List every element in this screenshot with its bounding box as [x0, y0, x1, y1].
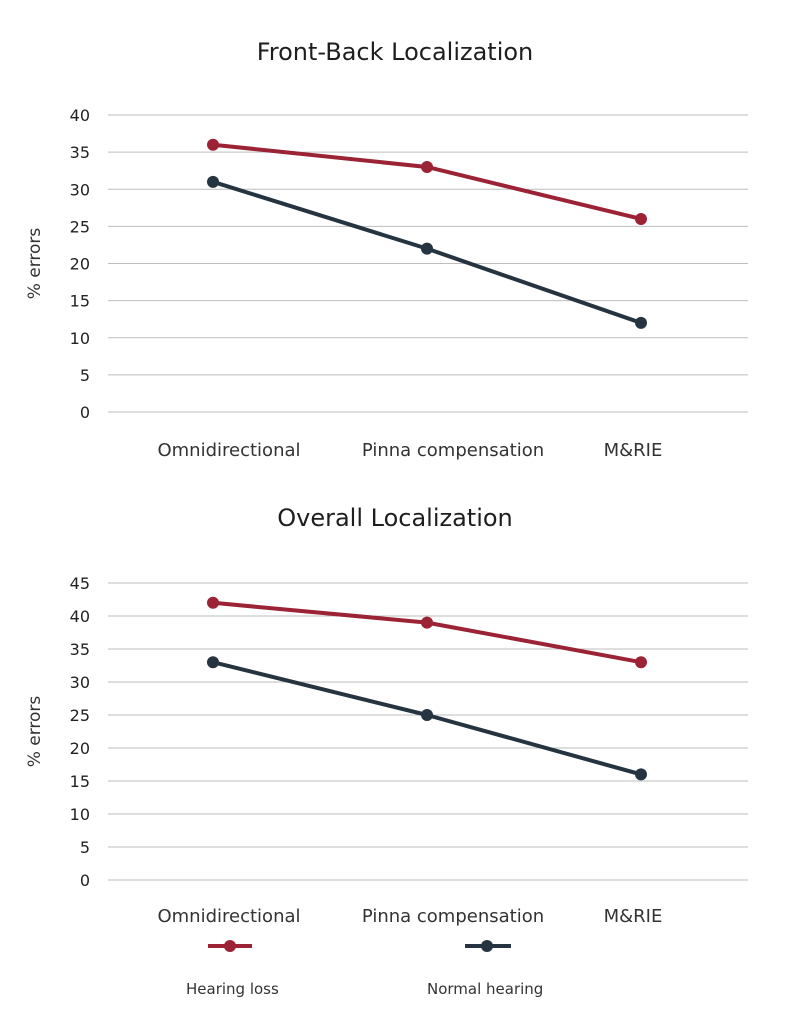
y-tick-label: 20 — [70, 739, 90, 758]
x-category-label: Omnidirectional — [157, 440, 300, 461]
data-point-hearing-loss — [421, 616, 433, 629]
y-tick-label: 25 — [70, 217, 90, 236]
x-category-label: Pinna compensation — [362, 906, 544, 927]
y-tick-label: 5 — [80, 366, 90, 385]
y-tick-label: 10 — [70, 805, 90, 824]
legend-marker-normal-hearing — [481, 940, 493, 952]
y-tick-label: 10 — [70, 329, 90, 348]
data-point-hearing-loss — [421, 160, 433, 173]
data-point-hearing-loss — [207, 596, 219, 609]
x-category-label: M&RIE — [604, 440, 663, 461]
legend-label-hearing-loss: Hearing loss — [186, 980, 279, 998]
y-tick-label: 20 — [70, 255, 90, 274]
y-tick-label: 0 — [80, 871, 90, 890]
y-tick-label: 5 — [80, 838, 90, 857]
y-tick-label: 15 — [70, 292, 90, 311]
x-category-label: Pinna compensation — [362, 440, 544, 461]
legend-label-normal-hearing: Normal hearing — [427, 980, 544, 998]
y-tick-label: 45 — [70, 574, 90, 593]
y-tick-label: 35 — [70, 640, 90, 659]
y-tick-label: 0 — [80, 403, 90, 422]
data-point-hearing-loss — [207, 138, 219, 151]
y-tick-label: 40 — [70, 106, 90, 125]
chart-title-overall: Overall Localization — [277, 504, 513, 532]
data-point-normal-hearing — [635, 768, 647, 781]
y-axis-label: % errors — [25, 696, 45, 768]
data-point-hearing-loss — [635, 212, 647, 225]
data-point-normal-hearing — [207, 175, 219, 188]
x-category-label: M&RIE — [604, 906, 663, 927]
data-point-hearing-loss — [635, 656, 647, 669]
y-tick-label: 35 — [70, 143, 90, 162]
y-tick-label: 40 — [70, 607, 90, 626]
y-tick-label: 30 — [70, 673, 90, 692]
legend-marker-hearing-loss — [224, 940, 236, 952]
y-tick-label: 15 — [70, 772, 90, 791]
data-point-normal-hearing — [421, 242, 433, 255]
data-point-normal-hearing — [421, 709, 433, 721]
chart-title-front-back: Front-Back Localization — [256, 38, 534, 66]
data-point-normal-hearing — [207, 656, 219, 669]
y-axis-label: % errors — [25, 228, 45, 300]
y-tick-label: 30 — [70, 180, 90, 199]
y-tick-label: 25 — [70, 706, 90, 725]
data-point-normal-hearing — [635, 316, 647, 329]
x-category-label: Omnidirectional — [157, 906, 300, 927]
